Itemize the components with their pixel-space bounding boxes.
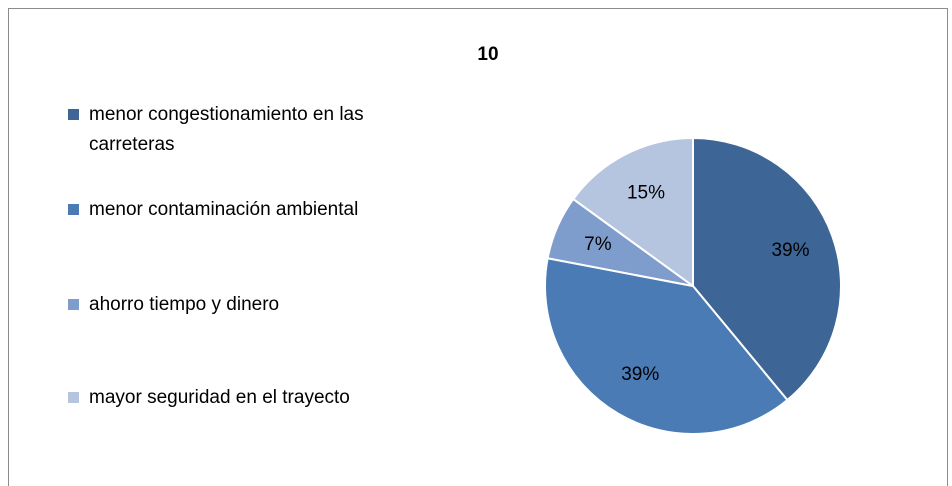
legend-item: menor congestionamiento en las carretera… [68, 100, 418, 160]
pie-slice [544, 257, 789, 435]
legend-swatch [68, 204, 79, 215]
legend-label: menor contaminación ambiental [89, 199, 359, 220]
chart-title: 10 [477, 44, 498, 65]
data-label: 39% [621, 364, 659, 385]
legend-label: ahorro tiempo y dinero [89, 294, 280, 315]
legend-label: menor congestionamiento en las carretera… [89, 104, 364, 155]
legend-item: mayor seguridad en el trayecto [68, 383, 418, 413]
data-label: 15% [627, 183, 665, 204]
legend-swatch [68, 299, 79, 310]
pie-slice [571, 136, 694, 288]
legend-label: mayor seguridad en el trayecto [89, 387, 350, 408]
legend-swatch [68, 109, 79, 120]
data-label: 7% [584, 234, 612, 255]
pie-slice [692, 136, 842, 402]
legend-item: ahorro tiempo y dinero [68, 290, 418, 320]
legend-item: menor contaminación ambiental [68, 195, 418, 225]
data-label: 39% [771, 240, 809, 261]
legend-swatch [68, 392, 79, 403]
